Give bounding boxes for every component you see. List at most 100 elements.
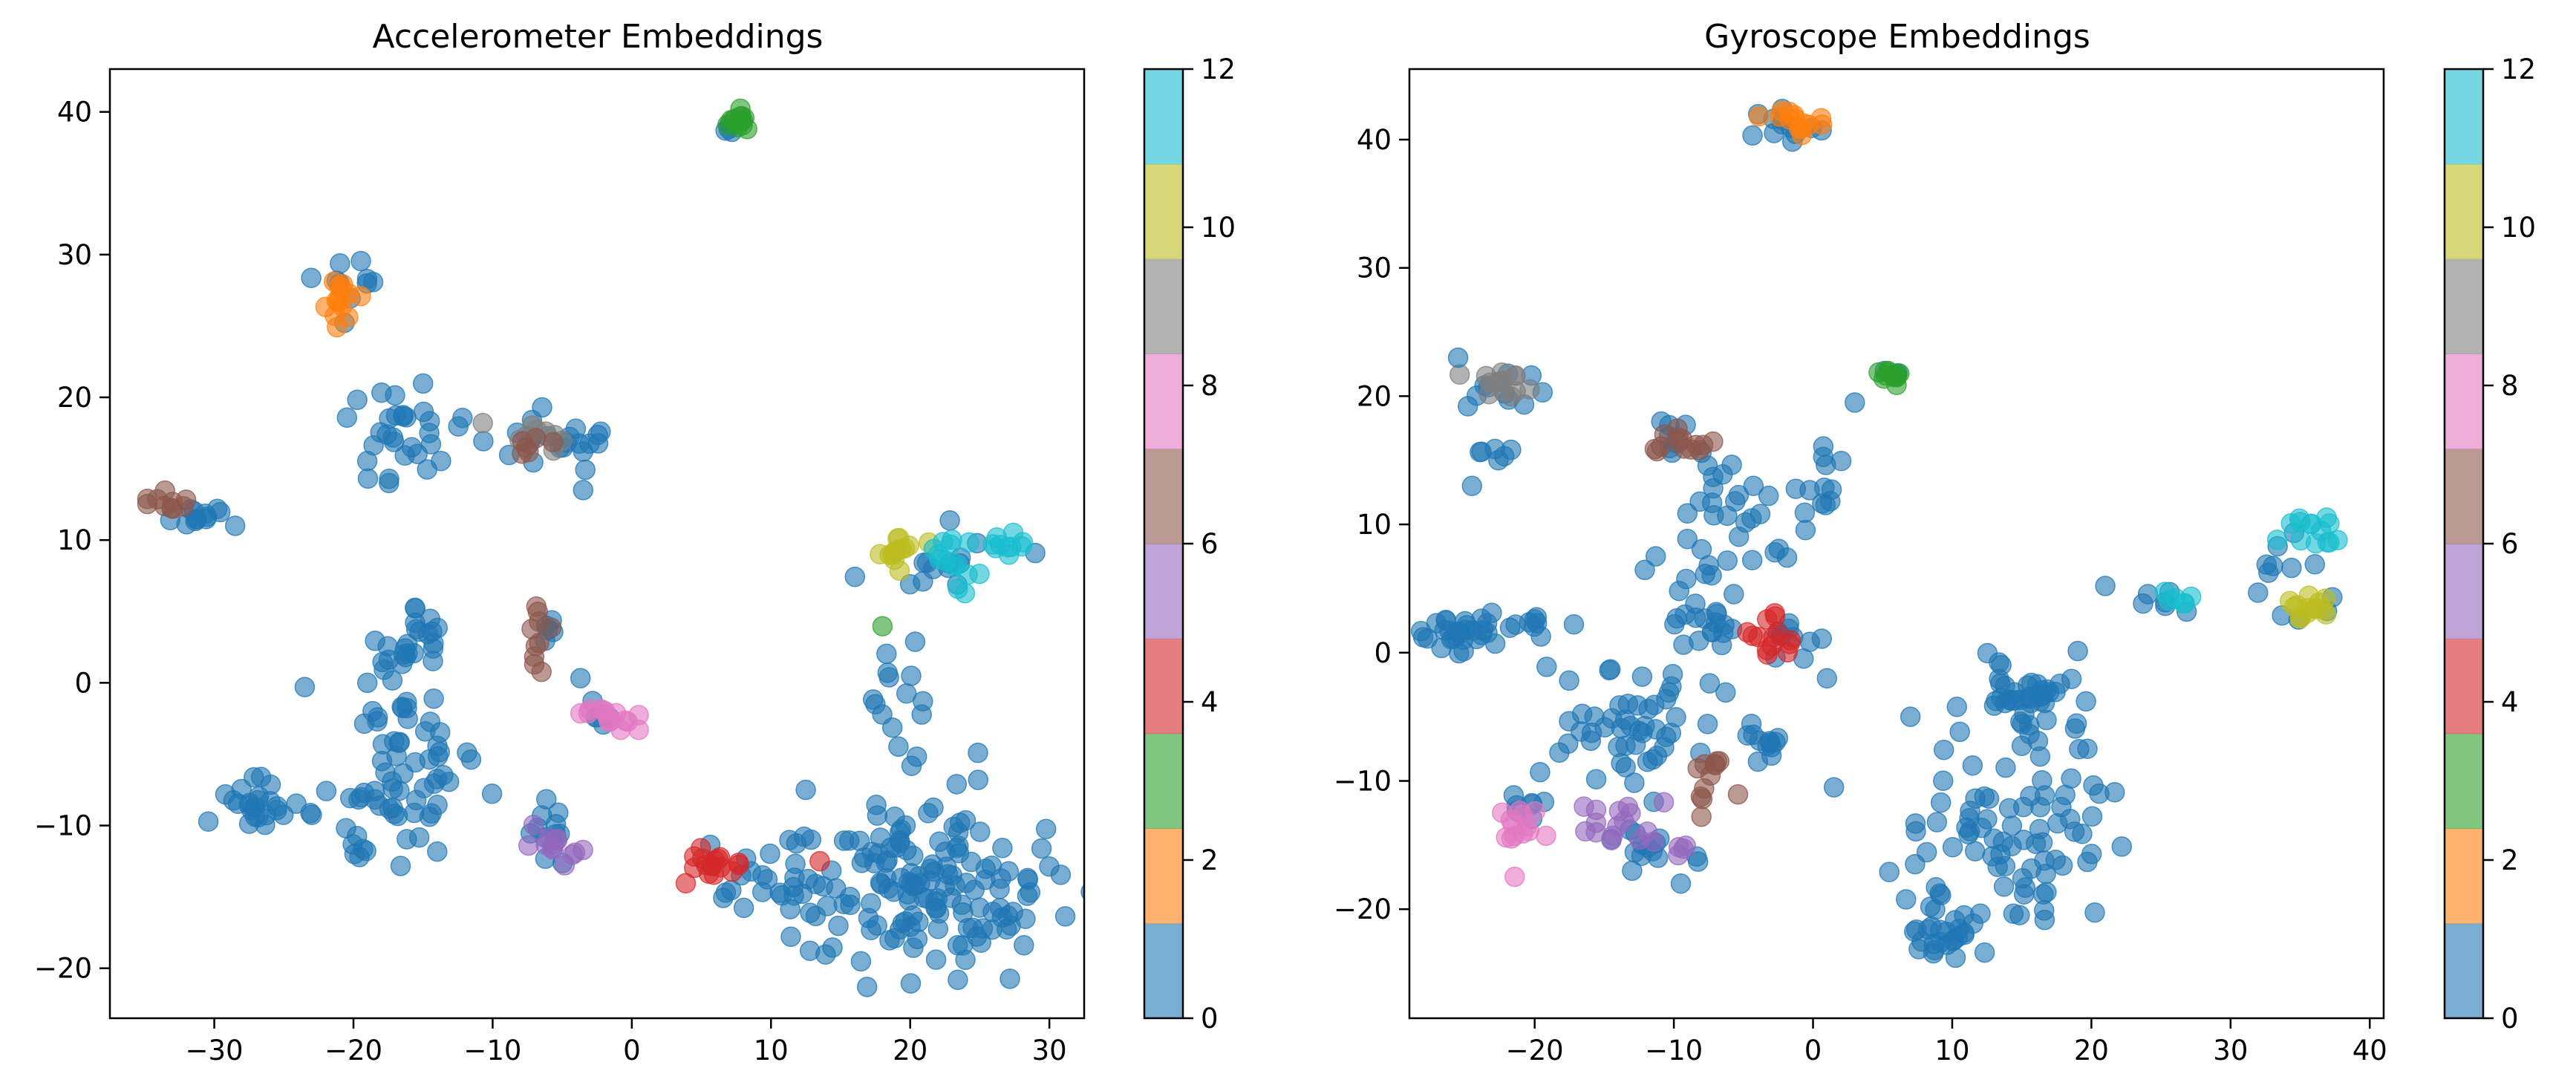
- scatter-point: [2173, 593, 2194, 614]
- scatter-point: [1949, 721, 1970, 743]
- y-tick-label: 20: [1357, 380, 1392, 412]
- scatter-point: [356, 268, 378, 290]
- scatter-point: [2311, 521, 2332, 541]
- scatter-point: [412, 373, 434, 394]
- scatter-point: [1669, 580, 1689, 602]
- scatter-point: [1757, 735, 1778, 756]
- scatter-point: [982, 919, 1002, 940]
- scatter-point: [1662, 664, 1683, 685]
- scatter-point: [2010, 711, 2031, 732]
- scatter-point: [2034, 900, 2055, 921]
- colorbar-segment: [1144, 354, 1183, 449]
- scatter-point: [382, 797, 403, 818]
- scatter-point: [1715, 682, 1736, 703]
- scatter-point: [472, 412, 493, 434]
- scatter-point: [2248, 582, 2269, 603]
- scatter-point: [1624, 772, 1645, 793]
- scatter-point: [840, 894, 861, 916]
- scatter-point: [1926, 812, 1948, 833]
- scatter-point: [865, 694, 886, 714]
- scatter-point: [1677, 528, 1698, 550]
- scatter-point: [1031, 838, 1052, 859]
- scatter-point: [1724, 584, 1744, 605]
- scatter-point: [1499, 617, 1521, 638]
- scatter-point: [2266, 530, 2288, 550]
- scatter-points: [1410, 98, 2348, 968]
- scatter-point: [1989, 652, 2009, 673]
- scatter-point: [872, 616, 893, 636]
- scatter-point: [911, 704, 932, 725]
- scatter-point: [903, 937, 924, 958]
- scatter-point: [1727, 784, 1749, 805]
- scatter-point: [1035, 818, 1057, 840]
- accelerometer-panel: Accelerometer Embeddings −30 −20 −10 0 10 20 3…: [34, 18, 1236, 1066]
- scatter-point: [1993, 876, 2015, 897]
- colorbar-segment: [1144, 69, 1183, 165]
- colorbar-segment: [1144, 163, 1183, 260]
- scatter-point: [1962, 755, 1983, 776]
- scatter-point: [728, 854, 749, 876]
- scatter-point: [1629, 829, 1650, 850]
- scatter-point: [336, 407, 358, 429]
- x-tick-label: 0: [623, 1035, 641, 1066]
- colorbar-tick-label: 2: [2501, 844, 2519, 876]
- scatter-point: [2020, 786, 2041, 807]
- scatter-point: [570, 703, 591, 724]
- colorbar-segment: [1144, 449, 1183, 544]
- scatter-point: [844, 566, 866, 587]
- scatter-point: [2095, 576, 2116, 596]
- scatter-point: [427, 795, 448, 815]
- colorbar-segment: [2445, 69, 2483, 165]
- scatter-point: [1920, 896, 1941, 917]
- scatter-point: [1673, 838, 1694, 859]
- chart-title: Accelerometer Embeddings: [373, 18, 824, 56]
- scatter-point: [1942, 836, 1963, 858]
- scatter-point: [795, 779, 816, 801]
- scatter-point: [1717, 550, 1738, 571]
- scatter-point: [1615, 735, 1636, 756]
- scatter-point: [328, 276, 350, 297]
- colorbar-tick-label: 8: [2501, 370, 2519, 402]
- scatter-point: [1645, 546, 1666, 567]
- scatter-point: [390, 856, 411, 876]
- scatter-point: [250, 766, 272, 787]
- scatter-point: [1461, 475, 1483, 497]
- scatter-point: [1632, 723, 1653, 743]
- scatter-point: [330, 253, 350, 274]
- scatter-point: [1794, 502, 1816, 524]
- scatter-point: [1810, 108, 1832, 129]
- scatter-point: [925, 949, 947, 970]
- scatter-point: [953, 902, 974, 923]
- scatter-point: [888, 736, 909, 758]
- x-tick-label: 0: [1804, 1035, 1822, 1066]
- scatter-point: [1614, 811, 1634, 832]
- x-tick-label: −10: [1645, 1035, 1703, 1066]
- scatter-point: [904, 631, 926, 652]
- scatter-point: [2304, 554, 2326, 575]
- colorbar-segment: [1144, 638, 1183, 735]
- scatter-point: [2084, 902, 2105, 923]
- scatter-point: [1449, 364, 1470, 385]
- colorbar-segment: [2445, 638, 2483, 735]
- y-tick-label: 20: [57, 382, 92, 414]
- scatter-point: [876, 643, 897, 665]
- scatter-point: [408, 827, 430, 848]
- scatter-point: [2061, 768, 2081, 789]
- scatter-point: [1519, 821, 1539, 841]
- scatter-point: [1484, 633, 1506, 654]
- scatter-point: [527, 602, 549, 622]
- scatter-point: [1656, 726, 1677, 747]
- scatter-point: [2036, 709, 2057, 731]
- scatter-point: [970, 821, 991, 842]
- scatter-point: [1654, 424, 1675, 445]
- colorbar-segment: [2445, 258, 2483, 354]
- scatter-point: [1697, 714, 1718, 735]
- scatter-point: [2021, 672, 2042, 694]
- scatter-point: [1933, 739, 1954, 761]
- scatter-point: [350, 250, 371, 272]
- scatter-point: [815, 944, 836, 965]
- scatter-point: [908, 911, 929, 933]
- scatter-point: [2076, 691, 2096, 712]
- x-tick-label: 10: [1934, 1035, 1969, 1066]
